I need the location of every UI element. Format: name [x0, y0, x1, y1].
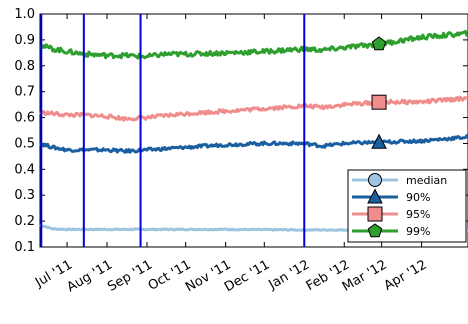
plot-frame: [39, 13, 468, 248]
legend-label: 95%: [406, 208, 430, 221]
y-tick-label: 0.9: [14, 33, 35, 48]
series-marker-2: [371, 133, 387, 149]
legend-label: 90%: [406, 191, 430, 204]
y-tick-label: 0.4: [14, 162, 35, 177]
legend-label: 99%: [406, 225, 430, 238]
y-tick-label: 0.5: [14, 136, 35, 151]
x-tick-label: Sep '11: [105, 257, 155, 294]
x-tick-label: Apr '12: [382, 257, 430, 293]
series-line-3: [39, 95, 468, 122]
series-layer: [39, 29, 468, 234]
y-tick-label: 1.0: [14, 7, 35, 22]
legend-swatch-marker: [367, 206, 383, 222]
y-tick-label: 0.1: [14, 240, 35, 255]
series-marker-4: [371, 36, 387, 51]
y-axis: 0.1 0.2 0.3 0.4 0.5 0.6 0.7 0.8 0.9 1.0: [14, 7, 468, 255]
series-line-4: [39, 29, 468, 60]
x-tick-label: Aug '11: [65, 257, 115, 295]
series-line-2: [39, 134, 468, 154]
legend-swatch-marker: [367, 188, 383, 204]
y-tick-label: 0.2: [14, 214, 35, 229]
legend: median 90% 95% 99%: [347, 169, 467, 243]
series-marker-3: [371, 94, 387, 110]
y-tick-label: 0.7: [14, 85, 35, 100]
vertical-marker-lines: [40, 14, 306, 247]
y-tick-label: 0.3: [14, 188, 35, 203]
x-tick-label: Dec '11: [222, 257, 272, 295]
legend-swatch-marker: [368, 173, 382, 187]
y-tick-label: 0.6: [14, 111, 35, 126]
x-tick-label: Jan '12: [266, 257, 313, 293]
legend-swatch-marker: [367, 223, 383, 238]
y-tick-label: 0.8: [14, 59, 35, 74]
legend-label: median: [406, 174, 447, 187]
